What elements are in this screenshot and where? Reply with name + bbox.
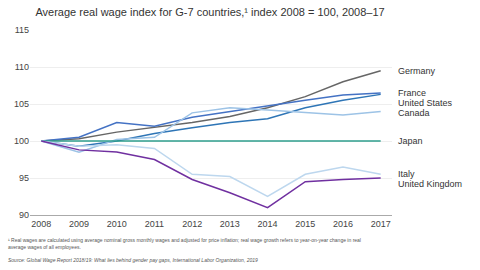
svg-text:2013: 2013: [220, 219, 240, 229]
svg-text:Germany: Germany: [398, 66, 436, 76]
svg-text:2008: 2008: [31, 219, 51, 229]
svg-text:115: 115: [15, 25, 29, 35]
svg-text:United States: United States: [398, 98, 453, 108]
svg-text:2017: 2017: [371, 219, 391, 229]
svg-text:110: 110: [15, 62, 29, 72]
svg-text:2012: 2012: [182, 219, 202, 229]
svg-text:100: 100: [14, 136, 29, 146]
svg-text:France: France: [398, 88, 426, 98]
svg-text:United Kingdom: United Kingdom: [398, 179, 462, 189]
svg-text:Average real wage index for G-: Average real wage index for G-7 countrie…: [35, 6, 384, 18]
svg-text:2014: 2014: [258, 219, 278, 229]
svg-text:105: 105: [14, 99, 29, 109]
svg-text:2011: 2011: [145, 219, 164, 229]
svg-text:2016: 2016: [333, 219, 353, 229]
svg-text:¹ Real wages are calculated us: ¹ Real wages are calculated using averag…: [8, 237, 361, 250]
svg-text:90: 90: [19, 210, 29, 220]
svg-text:Source: Global Wage Report 201: Source: Global Wage Report 2018/19: What…: [8, 257, 258, 263]
svg-text:Japan: Japan: [398, 136, 423, 146]
svg-text:95: 95: [19, 173, 29, 183]
svg-text:Canada: Canada: [398, 108, 430, 118]
svg-text:Italy: Italy: [398, 169, 415, 179]
svg-text:2009: 2009: [69, 219, 89, 229]
svg-text:2015: 2015: [295, 219, 315, 229]
svg-text:2010: 2010: [107, 219, 127, 229]
